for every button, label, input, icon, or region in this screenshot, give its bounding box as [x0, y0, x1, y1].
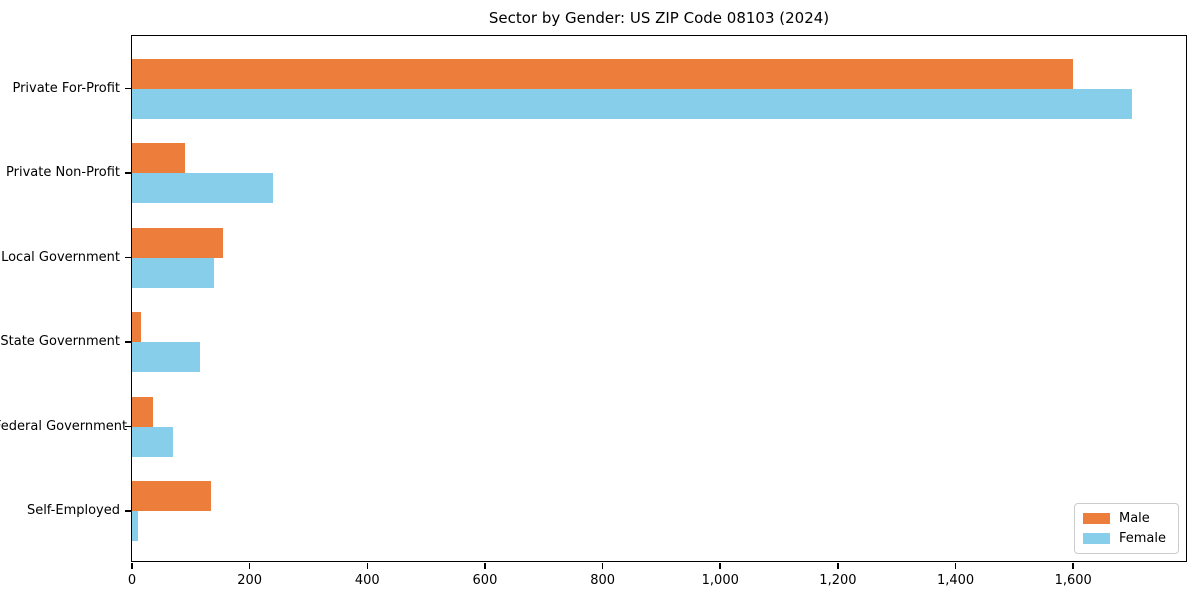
- legend-label: Male: [1118, 511, 1150, 526]
- x-axis-tick: [1072, 563, 1075, 569]
- bar-female-federal-government: [132, 426, 174, 457]
- x-axis-tick: [837, 563, 839, 569]
- bar-female-private-non-profit: [132, 173, 274, 203]
- x-tick-label: 1,600: [1054, 573, 1092, 588]
- x-axis-tick: [601, 563, 604, 569]
- x-tick-label: 200: [237, 573, 263, 588]
- plot-area: Male Female Private For-Profit Private Non…: [0, 35, 1187, 588]
- y-tick-label: Federal Government: [0, 418, 128, 434]
- chart-title: Sector by Gender: US ZIP Code 08103 (202…: [488, 9, 830, 27]
- legend-swatch-male: [1082, 513, 1110, 524]
- y-tick-label: Local Government: [1, 249, 120, 265]
- x-tick-label: 800: [590, 573, 616, 588]
- y-tick-label: State Government: [0, 334, 120, 349]
- x-axis-tick: [248, 563, 251, 569]
- x-axis-tick: [366, 563, 369, 569]
- x-tick-label: 400: [354, 573, 380, 588]
- bar-male-self-employed: [132, 481, 212, 511]
- y-axis-tick: [125, 87, 131, 90]
- legend-item-female: Female: [1082, 531, 1166, 546]
- bar-female-local-government: [132, 257, 215, 288]
- y-tick-label: Self-Employed: [26, 503, 120, 518]
- x-tick-label: 1,200: [819, 573, 857, 588]
- legend-swatch-female: [1082, 533, 1110, 544]
- bar-male-private-for-profit: [132, 58, 1074, 89]
- y-tick-label: Private Non-Profit: [6, 165, 120, 180]
- legend-label: Female: [1118, 531, 1166, 546]
- x-tick-label: 600: [472, 573, 498, 588]
- x-axis-tick: [131, 563, 133, 569]
- legend: Male Female: [1073, 503, 1179, 554]
- bar-male-private-non-profit: [132, 143, 185, 173]
- x-axis-tick: [719, 563, 722, 569]
- bar-male-local-government: [132, 227, 224, 258]
- y-tick-label: Private For-Profit: [12, 80, 120, 96]
- x-tick-label: 1,400: [936, 573, 975, 588]
- x-tick-label: 1,000: [701, 573, 739, 588]
- bar-male-federal-government: [132, 396, 153, 427]
- x-axis-tick: [954, 563, 957, 569]
- y-axis-tick: [125, 510, 131, 512]
- y-axis-tick: [125, 341, 131, 343]
- legend-item-male: Male: [1082, 511, 1166, 526]
- bar-female-private-for-profit: [132, 88, 1133, 119]
- bar-female-self-employed: [132, 511, 138, 541]
- bar-male-state-government: [132, 312, 141, 342]
- x-tick-label: 0: [127, 573, 137, 588]
- y-axis-tick: [125, 256, 131, 259]
- y-axis-tick: [125, 425, 131, 428]
- x-axis-tick: [484, 563, 486, 569]
- bar-female-state-government: [132, 342, 200, 372]
- y-axis-tick: [125, 172, 131, 174]
